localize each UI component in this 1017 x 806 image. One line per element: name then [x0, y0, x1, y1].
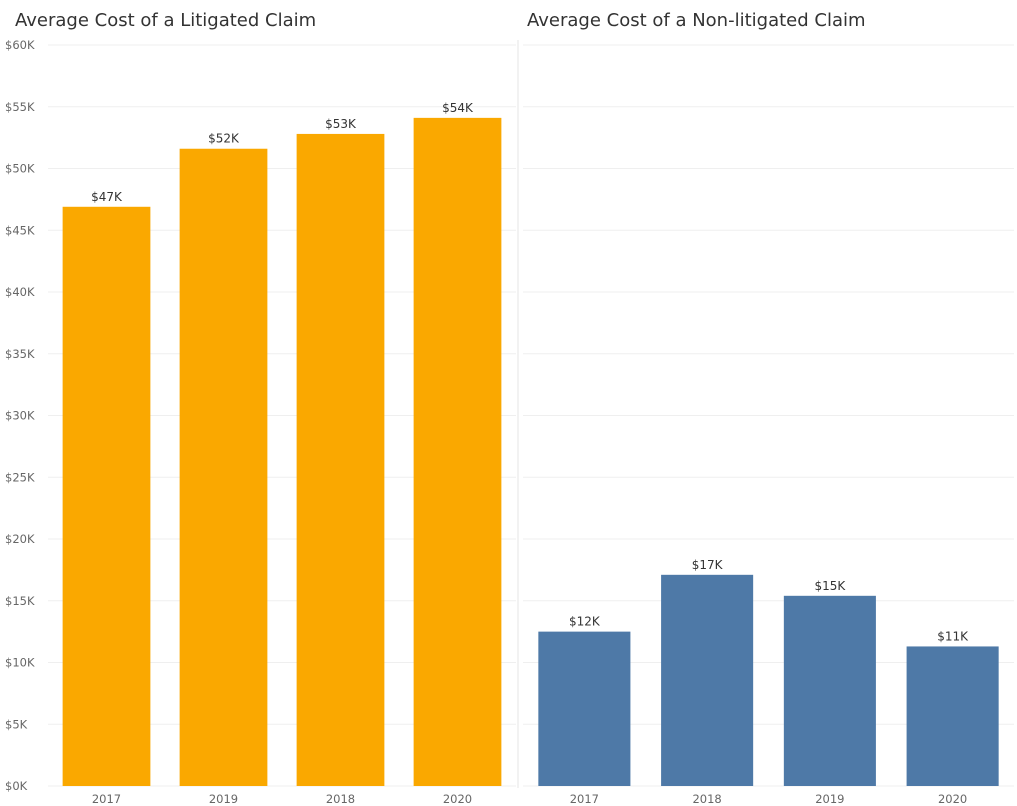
y-tick-label: $10K [5, 656, 35, 670]
data-label: $12K [569, 615, 601, 629]
x-tick-label: 2017 [92, 792, 121, 806]
y-tick-label: $60K [5, 38, 35, 52]
chart-title-non-litigated: Average Cost of a Non-litigated Claim [527, 10, 866, 31]
y-tick-label: $20K [5, 532, 35, 546]
data-label: $17K [692, 558, 724, 572]
data-label: $52K [208, 132, 240, 146]
data-label: $53K [325, 117, 357, 131]
data-label: $15K [814, 579, 846, 593]
y-tick-label: $55K [5, 100, 35, 114]
y-tick-label: $35K [5, 347, 35, 361]
bar [413, 117, 502, 787]
data-label: $54K [442, 101, 474, 115]
bars-layer: $0K $5K $10K $15K $20K $25K $30K $35K $40K $45K $5… [5, 38, 1014, 806]
x-tick-label: 2017 [570, 792, 599, 806]
x-tick-label: 2018 [692, 792, 721, 806]
bar [783, 595, 876, 786]
bar [296, 133, 385, 787]
y-tick-label: $15K [5, 594, 35, 608]
x-tick-label: 2019 [209, 792, 238, 806]
data-label: $11K [937, 629, 969, 643]
y-tick-label: $25K [5, 470, 35, 484]
y-tick-label: $45K [5, 223, 35, 237]
y-tick-label: $40K [5, 285, 35, 299]
y-tick-label: $0K [5, 779, 28, 793]
x-tick-label: 2020 [938, 792, 967, 806]
y-tick-label: $30K [5, 409, 35, 423]
y-tick-label: $50K [5, 162, 35, 176]
x-tick-label: 2019 [815, 792, 844, 806]
x-tick-label: 2018 [326, 792, 355, 806]
chart-title-litigated: Average Cost of a Litigated Claim [15, 10, 316, 31]
data-label: $47K [91, 190, 123, 204]
bar [62, 206, 151, 786]
y-tick-label: $5K [5, 717, 28, 731]
bar [538, 631, 631, 786]
bar [661, 574, 754, 786]
x-tick-label: 2020 [443, 792, 472, 806]
bar [906, 646, 999, 786]
bar [179, 148, 268, 787]
